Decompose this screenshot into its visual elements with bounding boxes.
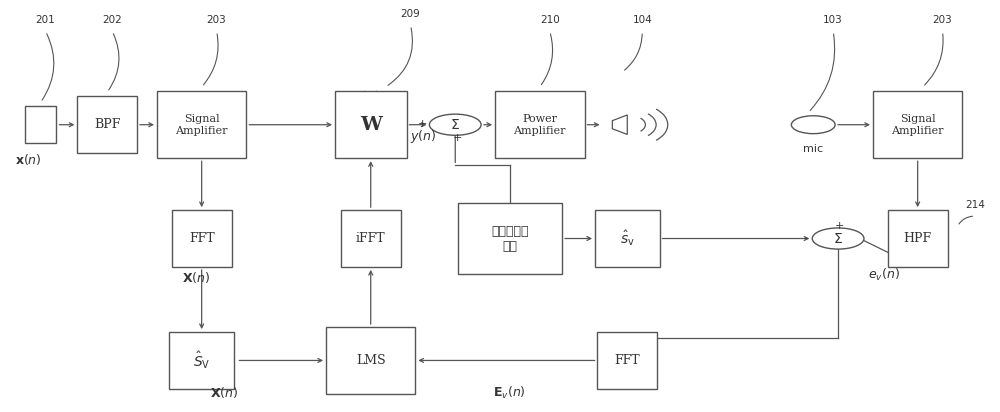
Text: $\mathbf{X}(n)$: $\mathbf{X}(n)$ bbox=[182, 269, 210, 285]
Bar bbox=[25, 106, 56, 143]
Text: 203: 203 bbox=[207, 15, 226, 25]
Text: Power
Amplifier: Power Amplifier bbox=[514, 114, 566, 136]
Text: 103: 103 bbox=[823, 15, 843, 25]
Text: $\mathbf{E}_v(n)$: $\mathbf{E}_v(n)$ bbox=[493, 385, 525, 401]
Text: +: + bbox=[418, 119, 427, 129]
Text: -: - bbox=[803, 233, 807, 243]
Text: LMS: LMS bbox=[356, 354, 386, 367]
Bar bbox=[595, 210, 660, 267]
Bar bbox=[873, 91, 962, 158]
Text: FFT: FFT bbox=[614, 354, 640, 367]
Text: Signal
Amplifier: Signal Amplifier bbox=[175, 114, 228, 136]
Text: HPF: HPF bbox=[904, 232, 932, 245]
Text: $\mathbf{X}(n)$: $\mathbf{X}(n)$ bbox=[210, 386, 238, 400]
Text: iFFT: iFFT bbox=[356, 232, 386, 245]
Text: mic: mic bbox=[803, 144, 823, 154]
Bar bbox=[888, 210, 948, 267]
Text: 210: 210 bbox=[540, 15, 560, 25]
Circle shape bbox=[812, 228, 864, 249]
Bar bbox=[597, 332, 657, 389]
Circle shape bbox=[791, 116, 835, 133]
Text: +: + bbox=[834, 220, 844, 230]
Text: 104: 104 bbox=[632, 15, 652, 25]
Text: Signal
Amplifier: Signal Amplifier bbox=[891, 114, 944, 136]
Text: $\Sigma$: $\Sigma$ bbox=[833, 232, 843, 246]
Bar bbox=[335, 91, 407, 158]
Bar bbox=[169, 332, 234, 389]
Text: 201: 201 bbox=[36, 15, 55, 25]
Text: $\mathbf{x}(n)$: $\mathbf{x}(n)$ bbox=[15, 152, 41, 167]
Bar bbox=[326, 327, 415, 394]
Text: 209: 209 bbox=[401, 9, 420, 19]
Circle shape bbox=[429, 114, 481, 135]
Bar bbox=[157, 91, 246, 158]
Text: W: W bbox=[360, 116, 382, 134]
Text: $e_v(n)$: $e_v(n)$ bbox=[868, 267, 900, 283]
Text: $\hat{S}_{\rm V}$: $\hat{S}_{\rm V}$ bbox=[193, 350, 210, 371]
Text: 202: 202 bbox=[102, 15, 122, 25]
Text: BPF: BPF bbox=[94, 118, 120, 131]
Text: $\Sigma$: $\Sigma$ bbox=[450, 118, 460, 132]
Text: FFT: FFT bbox=[189, 232, 214, 245]
Text: 214: 214 bbox=[965, 200, 985, 210]
Bar bbox=[77, 96, 137, 153]
Polygon shape bbox=[612, 115, 627, 134]
Bar bbox=[495, 91, 585, 158]
Text: $\hat{s}_{\rm v}$: $\hat{s}_{\rm v}$ bbox=[620, 229, 635, 248]
Text: $y(n)$: $y(n)$ bbox=[411, 128, 437, 145]
Bar bbox=[341, 210, 401, 267]
Text: 多媒体音频
信号: 多媒体音频 信号 bbox=[491, 225, 529, 253]
Text: 203: 203 bbox=[933, 15, 952, 25]
Text: +: + bbox=[453, 133, 462, 143]
Bar bbox=[458, 203, 562, 274]
Bar bbox=[172, 210, 232, 267]
